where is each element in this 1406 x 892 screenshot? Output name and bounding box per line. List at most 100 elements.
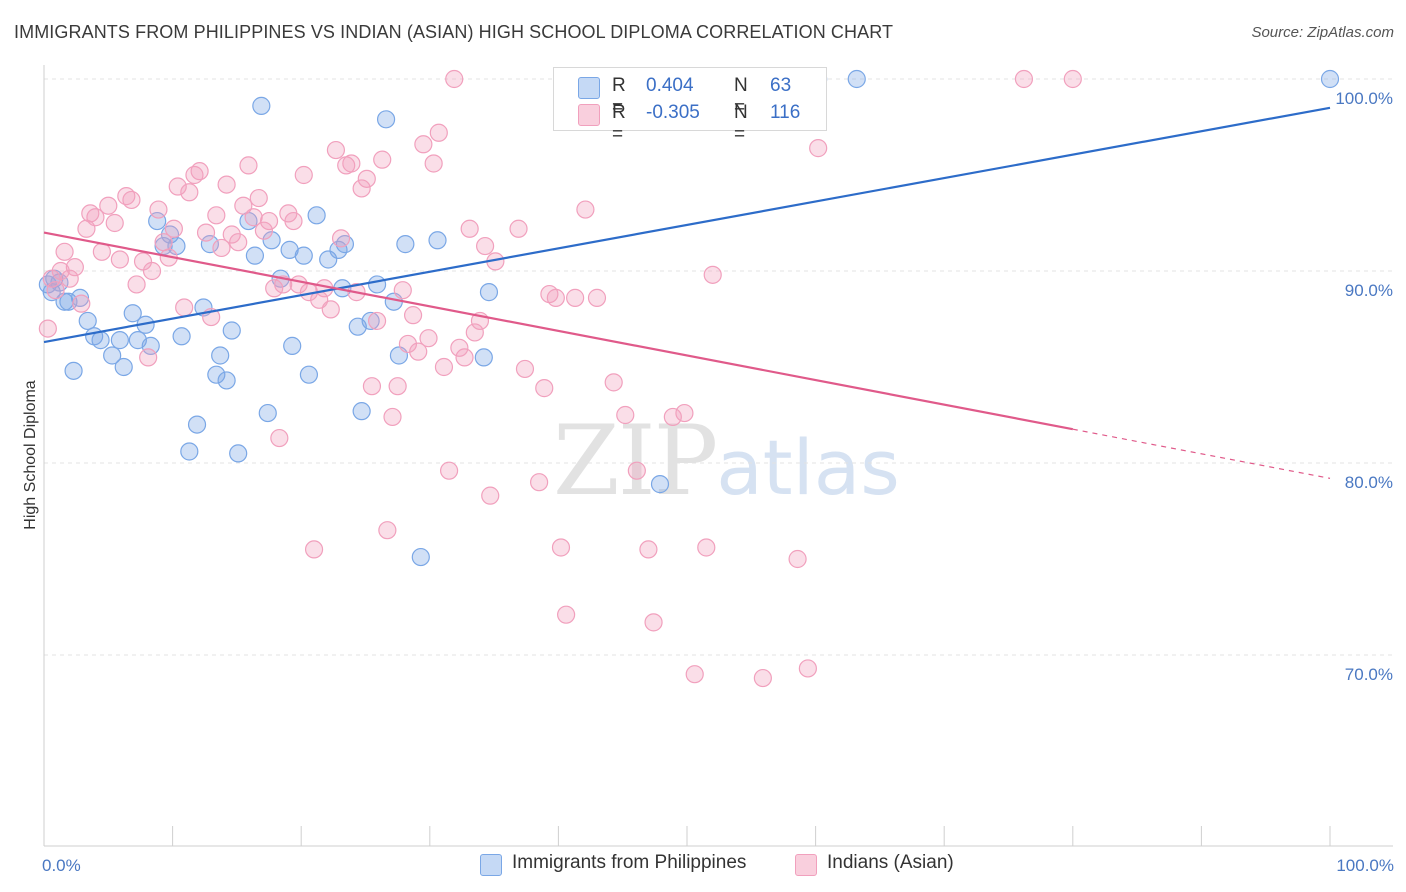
point-indians	[326, 140, 346, 160]
point-indians	[65, 258, 84, 277]
point-philippines	[222, 321, 241, 340]
point-indians	[60, 269, 79, 288]
legend-swatch-philippines	[578, 77, 600, 99]
point-indians	[259, 211, 279, 231]
point-indians	[685, 665, 704, 684]
point-indians	[753, 668, 772, 688]
point-indians	[566, 288, 585, 307]
point-indians	[373, 150, 392, 169]
point-indians	[393, 281, 412, 300]
point-philippines	[299, 365, 319, 384]
point-indians	[234, 196, 253, 215]
point-philippines	[252, 96, 271, 115]
point-indians	[663, 407, 682, 427]
legend-n-label: N =	[734, 75, 748, 118]
point-indians	[190, 162, 209, 181]
point-philippines	[847, 69, 866, 89]
point-indians	[180, 183, 199, 202]
point-indians	[557, 605, 576, 624]
point-indians	[460, 219, 479, 238]
point-philippines	[110, 331, 129, 350]
point-indians	[675, 403, 694, 423]
point-philippines	[376, 110, 396, 129]
point-indians	[105, 213, 124, 233]
watermark: ZIPatlas	[553, 405, 900, 517]
point-indians	[639, 540, 658, 559]
point-indians	[367, 311, 387, 331]
point-indians	[465, 323, 484, 342]
x-tick-label: 100.0%	[1336, 856, 1394, 875]
point-indians	[217, 175, 236, 194]
point-philippines	[211, 346, 230, 365]
point-indians	[284, 211, 303, 231]
point-indians	[429, 123, 448, 142]
point-indians	[403, 306, 423, 325]
watermark-atlas: atlas	[716, 423, 900, 512]
point-philippines	[361, 311, 380, 331]
point-indians	[127, 275, 146, 294]
point-indians	[788, 549, 807, 569]
bottom-legend-swatch-indians	[795, 854, 817, 876]
point-indians	[450, 338, 469, 357]
point-philippines	[474, 348, 493, 367]
axes	[43, 65, 1393, 847]
point-philippines	[258, 403, 277, 423]
point-indians	[229, 233, 248, 252]
point-philippines	[411, 547, 430, 567]
point-indians	[439, 461, 459, 480]
point-indians	[515, 359, 535, 379]
point-indians	[357, 169, 376, 188]
point-philippines	[217, 371, 236, 390]
bottom-legend-swatch-philippines	[480, 854, 502, 876]
point-indians	[509, 219, 528, 238]
point-indians	[196, 223, 216, 242]
point-indians	[362, 377, 382, 396]
bottom-legend-label-indians: Indians (Asian)	[827, 852, 954, 873]
trend-lines	[43, 106, 1331, 479]
point-indians	[321, 300, 340, 319]
point-indians	[587, 288, 607, 307]
y-tick-label: 100.0%	[1335, 89, 1393, 108]
legend-r-label: R =	[612, 75, 626, 118]
point-indians	[627, 461, 646, 480]
point-indians	[535, 379, 554, 398]
point-indians	[414, 135, 433, 154]
x-tick-label: 0.0%	[42, 856, 81, 875]
data-points	[38, 69, 1340, 688]
point-indians	[72, 294, 91, 313]
point-indians	[212, 238, 231, 258]
point-philippines	[200, 235, 219, 254]
point-indians	[809, 139, 828, 158]
legend-n-value: 116	[770, 102, 801, 123]
point-indians	[139, 348, 158, 367]
point-indians	[142, 261, 162, 281]
point-indians	[388, 377, 407, 396]
point-indians	[378, 521, 397, 540]
legend-r-value: 0.404	[646, 75, 694, 96]
trend-line-philippines	[43, 106, 1331, 344]
point-indians	[352, 179, 371, 198]
point-indians	[1014, 69, 1034, 89]
point-philippines	[172, 327, 191, 346]
point-indians	[398, 334, 418, 354]
point-philippines	[78, 311, 97, 331]
point-indians	[294, 165, 313, 185]
chart-title: IMMIGRANTS FROM PHILIPPINES VS INDIAN (A…	[14, 22, 894, 42]
point-indians	[546, 288, 565, 307]
point-philippines	[187, 415, 207, 434]
point-indians	[86, 208, 105, 227]
point-philippines	[229, 444, 248, 463]
legend-r-label: R =	[612, 102, 626, 145]
point-philippines	[262, 231, 281, 250]
point-philippines	[180, 442, 199, 461]
point-indians	[149, 200, 168, 219]
point-philippines	[91, 331, 110, 350]
point-indians	[798, 659, 817, 678]
point-indians	[265, 279, 284, 298]
point-indians	[576, 200, 595, 219]
point-indians	[530, 473, 549, 492]
correlation-legend: R = 0.404 N = 63 R = -0.305 N = 116	[553, 67, 827, 145]
point-indians	[604, 373, 623, 392]
point-indians	[304, 540, 324, 559]
point-philippines	[367, 275, 387, 294]
